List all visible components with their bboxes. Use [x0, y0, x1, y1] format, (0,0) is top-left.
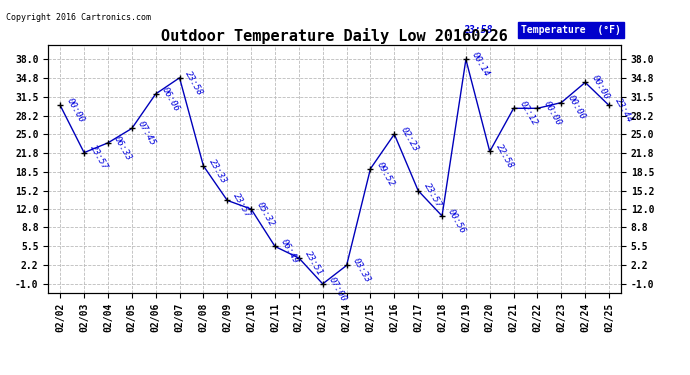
Text: 23:57: 23:57 [422, 182, 444, 210]
Text: 06:33: 06:33 [112, 134, 133, 162]
Text: 09:52: 09:52 [375, 160, 396, 188]
Text: Temperature  (°F): Temperature (°F) [521, 25, 621, 35]
Text: 23:58: 23:58 [184, 69, 205, 97]
Text: 00:00: 00:00 [589, 74, 611, 102]
Text: Copyright 2016 Cartronics.com: Copyright 2016 Cartronics.com [6, 13, 150, 22]
Text: 03:33: 03:33 [351, 257, 372, 285]
Text: 23:57: 23:57 [231, 192, 253, 219]
Text: 02:12: 02:12 [518, 100, 539, 128]
Text: 02:23: 02:23 [398, 126, 420, 153]
Text: 23:51: 23:51 [303, 249, 324, 277]
Text: 06:49: 06:49 [279, 238, 300, 266]
Text: 06:06: 06:06 [160, 85, 181, 113]
Text: 22:58: 22:58 [494, 143, 515, 171]
Text: 00:00: 00:00 [64, 97, 86, 124]
Text: 23:33: 23:33 [208, 157, 229, 185]
Text: 07:00: 07:00 [327, 275, 348, 303]
Text: 00:00: 00:00 [566, 94, 586, 122]
Text: 23:57: 23:57 [88, 144, 110, 172]
Text: 00:00: 00:00 [542, 100, 563, 128]
Text: 00:56: 00:56 [446, 207, 467, 235]
Text: 23:44: 23:44 [613, 97, 635, 124]
Text: 23:58: 23:58 [463, 25, 492, 35]
Text: 00:14: 00:14 [470, 51, 491, 78]
Title: Outdoor Temperature Daily Low 20160226: Outdoor Temperature Daily Low 20160226 [161, 28, 508, 44]
Text: 07:45: 07:45 [136, 120, 157, 148]
Text: 05:32: 05:32 [255, 200, 277, 228]
